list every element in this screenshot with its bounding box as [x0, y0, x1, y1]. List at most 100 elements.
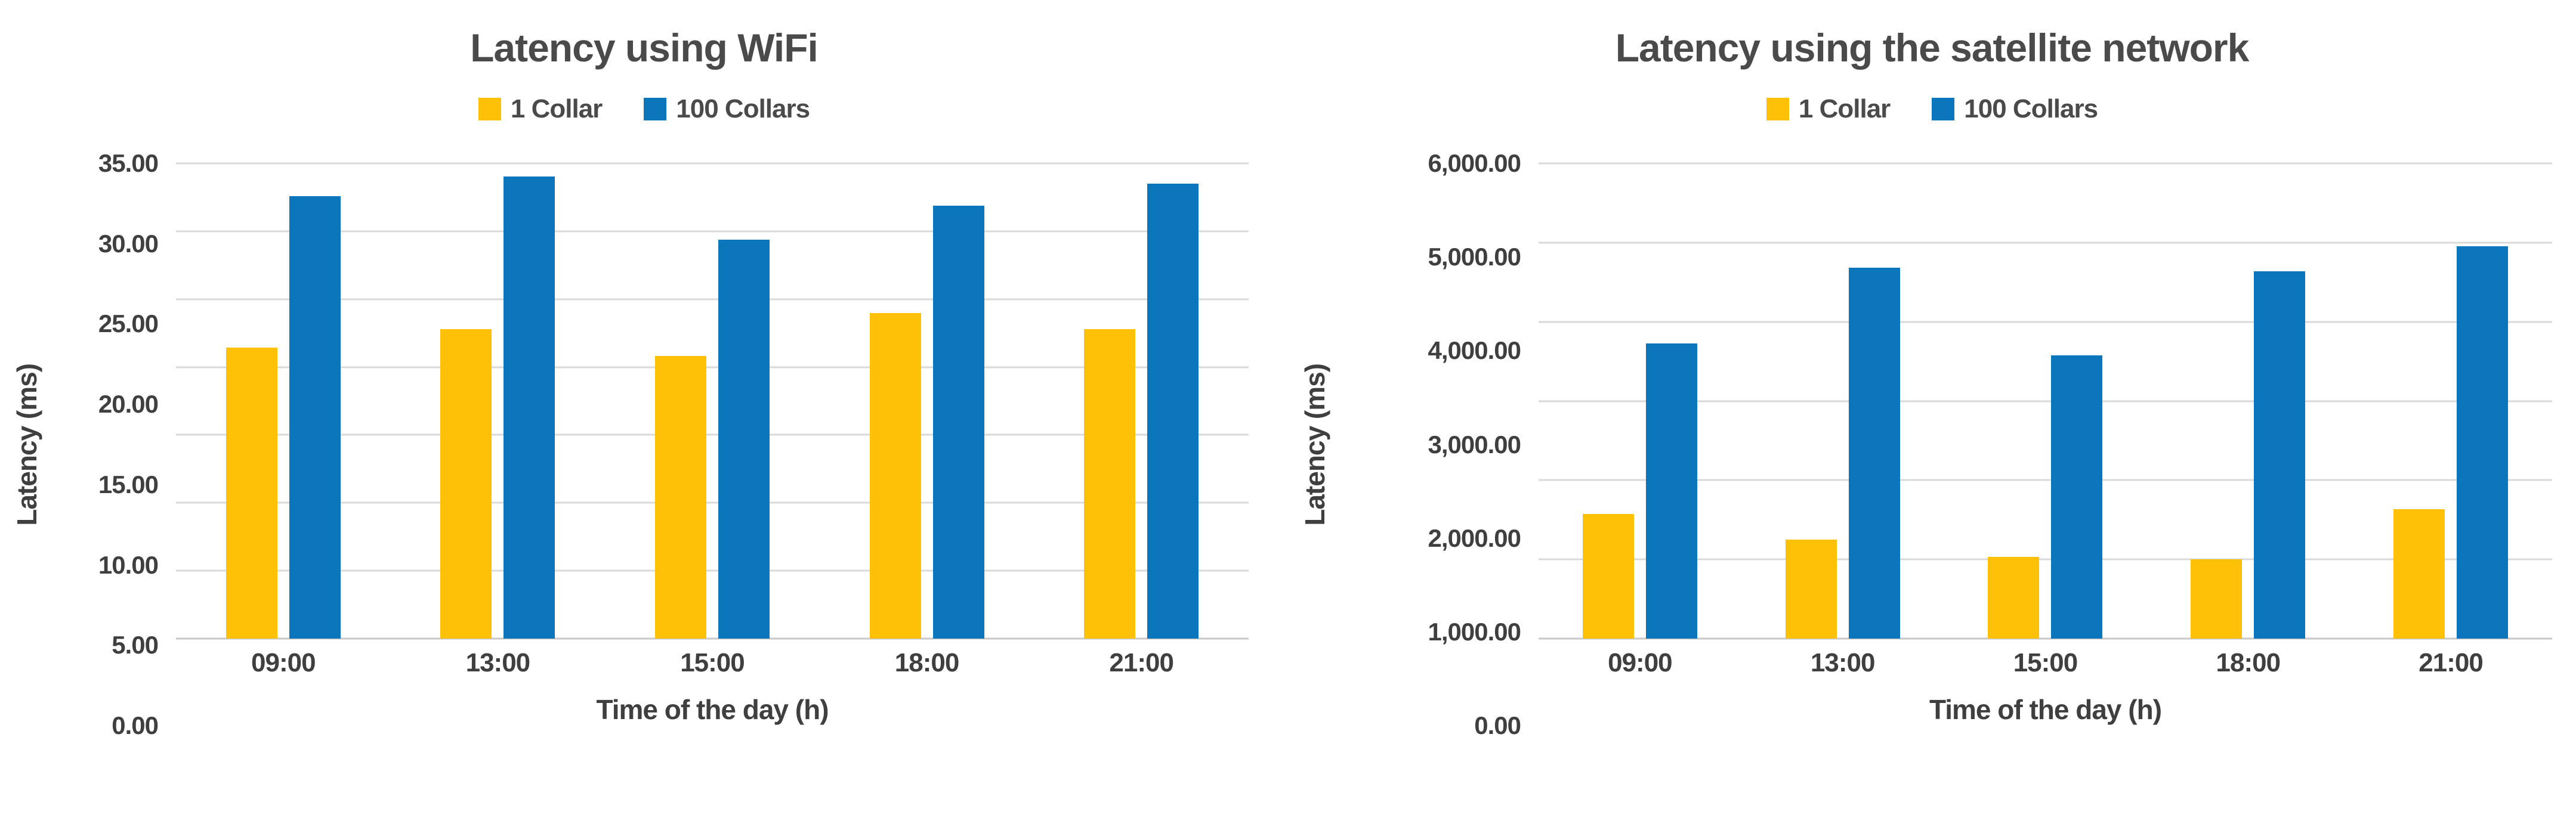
bar-1-collar-15:00: [654, 356, 706, 639]
y-tick-label: 2,000.00: [1428, 524, 1521, 552]
y-tick-label: 3,000.00: [1428, 430, 1521, 459]
chart-wifi: Latency using WiFi 1 Collar 100 Collars …: [0, 26, 1288, 739]
legend-wifi: 1 Collar 100 Collars: [0, 93, 1288, 125]
legend-satellite: 1 Collar 100 Collars: [1288, 93, 2576, 125]
bar-1-collar-18:00: [2191, 559, 2243, 639]
y-tick-label: 0.00: [112, 711, 159, 739]
x-tick-label: 13:00: [465, 648, 531, 677]
y-tick-label: 5,000.00: [1428, 243, 1521, 271]
bar-100-collars-15:00: [2051, 355, 2103, 639]
bar-1-collar-18:00: [869, 312, 921, 639]
x-tick-label: 09:00: [1608, 648, 1673, 677]
bar-group-21:00: [2393, 163, 2509, 639]
x-tick-label: 21:00: [1109, 648, 1174, 677]
y-tick-label: 0.00: [1474, 711, 1521, 739]
bar-1-collar-21:00: [1084, 329, 1136, 639]
bar-1-collar-13:00: [1785, 539, 1837, 639]
chart-title-satellite: Latency using the satellite network: [1615, 26, 2250, 70]
legend-item-1-collar: 1 Collar: [1766, 94, 1891, 124]
x-axis-tick-labels: 09:00 13:00 15:00 18:00 21:00: [1539, 648, 2552, 678]
y-tick-label: 35.00: [98, 149, 159, 177]
bar-group-15:00: [1988, 163, 2103, 639]
legend-swatch-1-collar: [1766, 98, 1789, 120]
bar-group-09:00: [1582, 163, 1697, 639]
legend-item-1-collar: 1 Collar: [478, 94, 603, 124]
bar-group-15:00: [654, 163, 770, 639]
legend-swatch-100-collars: [644, 98, 667, 120]
chart-title-wifi: Latency using WiFi: [470, 26, 818, 70]
bar-100-collars-15:00: [718, 239, 770, 639]
y-tick-label: 30.00: [98, 229, 159, 258]
x-axis-title: Time of the day (h): [1929, 694, 2162, 725]
bar-group-13:00: [1785, 163, 1900, 639]
bar-100-collars-18:00: [932, 205, 984, 639]
y-tick-label: 4,000.00: [1428, 336, 1521, 365]
bar-100-collars-18:00: [2254, 271, 2306, 639]
y-tick-label: 6,000.00: [1428, 149, 1521, 177]
y-axis-title: Latency (ms): [1288, 163, 1342, 726]
bar-100-collars-09:00: [289, 196, 341, 639]
bar-group-18:00: [2191, 163, 2306, 639]
bar-1-collar-09:00: [1582, 513, 1634, 639]
chart-body: Latency (ms) 35.00 30.00 25.00 20.00 15.00 10…: [0, 149, 1288, 739]
y-axis-title-text: Latency (ms): [11, 363, 42, 526]
chart-satellite: Latency using the satellite network 1 Co…: [1288, 0, 2576, 827]
x-tick-label: 18:00: [2216, 648, 2281, 677]
chart-body: Latency (ms) 6,000.00 5,000.00 4,000.00 3,0…: [1288, 149, 2576, 739]
x-tick-label: 21:00: [2419, 648, 2484, 677]
x-tick-label: 13:00: [1810, 648, 1876, 677]
y-axis-title: Latency (ms): [0, 163, 54, 726]
x-tick-label: 15:00: [680, 648, 745, 677]
bar-group-09:00: [226, 163, 341, 639]
x-tick-label: 15:00: [2013, 648, 2078, 677]
gridline: [176, 569, 1249, 572]
bar-100-collars-13:00: [1848, 268, 1900, 639]
bar-group-18:00: [869, 163, 984, 639]
y-axis-tick-labels: 35.00 30.00 25.00 20.00 15.00 10.00 5.00 0.00: [54, 149, 176, 739]
legend-label-100-collars: 100 Collars: [1964, 94, 2098, 123]
legend-label-1-collar: 1 Collar: [510, 94, 603, 123]
gridline: [1539, 637, 2552, 640]
legend-swatch-1-collar: [478, 98, 501, 120]
y-tick-label: 5.00: [112, 631, 159, 659]
x-tick-label: 18:00: [894, 648, 960, 677]
gridline: [176, 366, 1249, 368]
bars-layer: [176, 163, 1249, 639]
plot-area: [1539, 162, 2552, 640]
y-axis-tick-labels: 6,000.00 5,000.00 4,000.00 3,000.00 2,000.00…: [1342, 149, 1539, 739]
x-axis-title: Time of the day (h): [596, 694, 829, 725]
bar-100-collars-09:00: [1645, 343, 1697, 639]
bar-1-collar-13:00: [440, 329, 492, 639]
gridline: [1539, 400, 2552, 402]
gridline: [1539, 321, 2552, 323]
x-tick-label: 09:00: [251, 648, 316, 677]
gridline: [1539, 241, 2552, 244]
gridline: [176, 298, 1249, 301]
legend-label-1-collar: 1 Collar: [1798, 94, 1891, 123]
bar-100-collars-13:00: [504, 176, 555, 639]
bar-1-collar-21:00: [2393, 509, 2445, 639]
legend-label-100-collars: 100 Collars: [676, 94, 810, 123]
gridline: [1539, 162, 2552, 165]
bar-1-collar-15:00: [1988, 556, 2040, 639]
legend-item-100-collars: 100 Collars: [644, 94, 810, 124]
plot-column: 09:00 13:00 15:00 18:00 21:00 Time of the da…: [176, 162, 1249, 726]
plot-column: 09:00 13:00 15:00 18:00 21:00 Time of the da…: [1539, 162, 2552, 726]
bar-100-collars-21:00: [1147, 184, 1199, 639]
y-axis-title-text: Latency (ms): [1299, 363, 1330, 526]
y-tick-label: 15.00: [98, 470, 159, 498]
gridline: [1539, 479, 2552, 481]
gridline: [176, 637, 1249, 640]
bar-group-13:00: [440, 163, 555, 639]
gridline: [1539, 558, 2552, 560]
y-tick-label: 1,000.00: [1428, 617, 1521, 646]
legend-swatch-100-collars: [1932, 98, 1955, 120]
gridline: [176, 230, 1249, 233]
y-tick-label: 10.00: [98, 550, 159, 579]
y-tick-label: 20.00: [98, 390, 159, 419]
gridline: [176, 433, 1249, 436]
plot-area: [176, 162, 1249, 640]
bar-group-21:00: [1084, 163, 1199, 639]
bar-1-collar-09:00: [226, 347, 277, 639]
